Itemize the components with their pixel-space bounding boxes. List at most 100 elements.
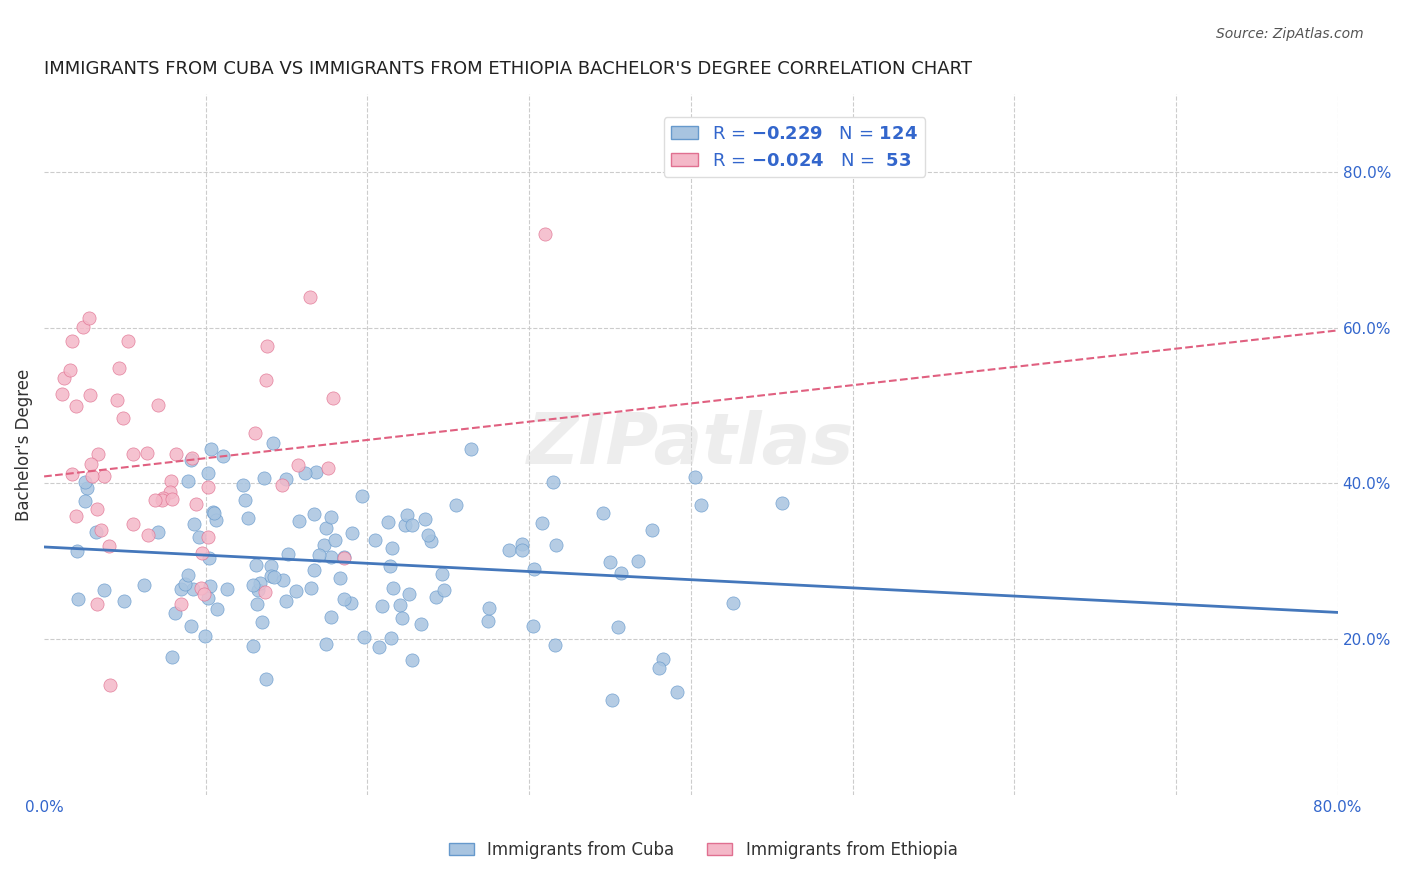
Point xyxy=(90,523,112,537)
Point xyxy=(544,538,567,552)
Point xyxy=(197,466,219,480)
Point xyxy=(367,640,389,654)
Point xyxy=(65,399,87,413)
Point xyxy=(160,474,183,488)
Point xyxy=(370,599,392,613)
Point xyxy=(170,582,193,596)
Point xyxy=(534,227,557,242)
Point xyxy=(242,639,264,653)
Point xyxy=(200,442,222,456)
Point xyxy=(531,516,554,530)
Point xyxy=(606,620,628,634)
Point xyxy=(143,492,166,507)
Point xyxy=(430,567,453,582)
Point xyxy=(246,583,269,598)
Point xyxy=(188,530,211,544)
Point xyxy=(75,494,97,508)
Point xyxy=(319,550,342,565)
Point xyxy=(86,502,108,516)
Point xyxy=(254,673,277,687)
Point xyxy=(318,461,340,475)
Point xyxy=(329,571,352,585)
Point xyxy=(93,583,115,598)
Point xyxy=(112,594,135,608)
Point xyxy=(160,491,183,506)
Point xyxy=(150,492,173,507)
Text: ZIPatlas: ZIPatlas xyxy=(527,410,855,479)
Point xyxy=(238,510,260,524)
Point xyxy=(215,582,238,596)
Point xyxy=(152,491,174,505)
Legend: R = $\mathbf{-0.229}$   N = $\mathbf{124}$, R = $\mathbf{-0.024}$   N =  $\mathb: R = $\mathbf{-0.229}$ N = $\mathbf{124}$… xyxy=(664,118,925,177)
Point xyxy=(256,339,278,353)
Point xyxy=(416,528,439,542)
Point xyxy=(498,543,520,558)
Point xyxy=(610,566,633,580)
Point xyxy=(122,447,145,461)
Point xyxy=(87,447,110,461)
Point xyxy=(60,467,83,482)
Point xyxy=(60,334,83,349)
Point xyxy=(111,411,134,425)
Point xyxy=(253,584,276,599)
Point xyxy=(180,619,202,633)
Point xyxy=(690,498,713,512)
Point xyxy=(79,388,101,402)
Point xyxy=(136,445,159,459)
Point xyxy=(183,517,205,532)
Point xyxy=(382,582,405,596)
Point xyxy=(478,601,501,615)
Point xyxy=(287,458,309,472)
Point xyxy=(364,533,387,547)
Y-axis label: Bachelor's Degree: Bachelor's Degree xyxy=(15,368,32,521)
Point xyxy=(321,610,343,624)
Point xyxy=(305,465,328,479)
Point xyxy=(252,471,274,485)
Point xyxy=(271,573,294,587)
Point xyxy=(105,393,128,408)
Point xyxy=(160,650,183,665)
Point xyxy=(84,524,107,539)
Point xyxy=(170,597,193,611)
Point xyxy=(322,391,344,405)
Point xyxy=(233,492,256,507)
Point xyxy=(79,457,101,471)
Point xyxy=(177,567,200,582)
Point xyxy=(377,515,399,529)
Point xyxy=(294,466,316,480)
Point xyxy=(276,472,298,486)
Point xyxy=(396,508,419,522)
Point xyxy=(522,619,544,633)
Text: IMMIGRANTS FROM CUBA VS IMMIGRANTS FROM ETHIOPIA BACHELOR'S DEGREE CORRELATION C: IMMIGRANTS FROM CUBA VS IMMIGRANTS FROM … xyxy=(44,60,972,78)
Point xyxy=(93,469,115,483)
Point xyxy=(444,498,467,512)
Point xyxy=(72,320,94,334)
Point xyxy=(460,442,482,456)
Point xyxy=(510,543,533,558)
Point xyxy=(683,470,706,484)
Point xyxy=(285,584,308,599)
Point xyxy=(302,507,325,521)
Point xyxy=(641,523,664,537)
Point xyxy=(108,361,131,376)
Point xyxy=(592,506,614,520)
Point xyxy=(197,480,219,494)
Point xyxy=(181,450,204,465)
Point xyxy=(180,452,202,467)
Point xyxy=(263,570,285,584)
Point xyxy=(122,516,145,531)
Point xyxy=(59,363,82,377)
Point xyxy=(391,611,413,625)
Point xyxy=(420,534,443,549)
Point xyxy=(510,537,533,551)
Point xyxy=(65,508,87,523)
Point xyxy=(146,398,169,412)
Point xyxy=(198,579,221,593)
Point xyxy=(159,484,181,499)
Point xyxy=(249,576,271,591)
Point xyxy=(243,426,266,441)
Point xyxy=(274,593,297,607)
Point xyxy=(163,607,186,621)
Point xyxy=(721,595,744,609)
Point xyxy=(770,495,793,509)
